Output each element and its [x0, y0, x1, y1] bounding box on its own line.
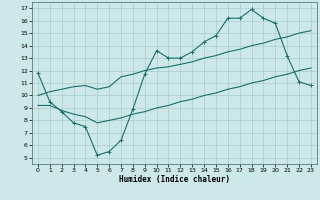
X-axis label: Humidex (Indice chaleur): Humidex (Indice chaleur)	[119, 175, 230, 184]
